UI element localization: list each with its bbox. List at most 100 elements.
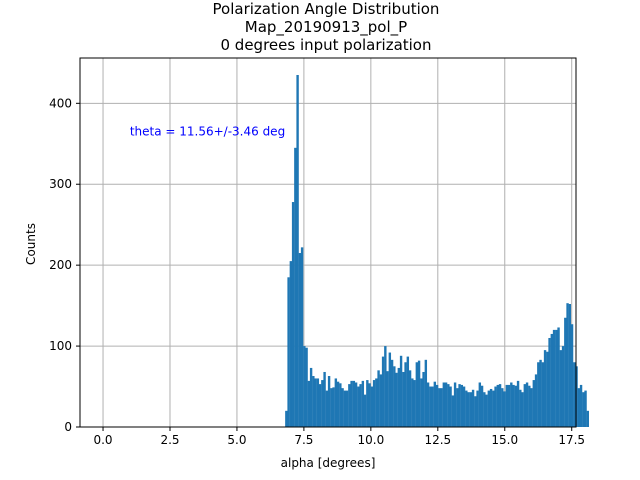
histogram-bar xyxy=(487,390,491,427)
histogram-bar xyxy=(575,366,578,427)
histogram-bar xyxy=(370,386,374,427)
histogram-bar xyxy=(345,390,349,427)
histogram-bar xyxy=(480,385,484,427)
histogram-bar xyxy=(366,380,369,427)
histogram-bar xyxy=(584,390,587,427)
histogram-bar xyxy=(546,351,549,427)
theta-annotation: theta = 11.56+/-3.46 deg xyxy=(130,125,285,139)
histogram-bar xyxy=(435,384,439,427)
histogram-bar xyxy=(564,317,567,427)
histogram-bar xyxy=(514,385,518,427)
histogram-bar xyxy=(503,391,506,427)
x-tick-label: 17.5 xyxy=(558,433,585,447)
histogram-bar xyxy=(442,382,446,427)
histogram-bar xyxy=(530,388,533,427)
histogram-bar xyxy=(447,384,450,427)
histogram-bar xyxy=(449,386,452,427)
histogram-bar xyxy=(489,388,493,427)
histogram-bar xyxy=(287,277,290,427)
y-axis-ticks: 0 100 200 300 400 xyxy=(49,96,80,434)
histogram-bar xyxy=(372,380,376,427)
histogram-bar xyxy=(386,371,389,427)
histogram-bar xyxy=(375,378,378,427)
histogram-bar xyxy=(528,385,531,427)
histogram-bar xyxy=(541,362,545,427)
histogram-bar xyxy=(352,380,356,427)
histogram-bar xyxy=(303,346,306,427)
histogram-bar xyxy=(543,350,547,427)
histogram-bar xyxy=(300,247,304,427)
x-tick-label: 15.0 xyxy=(491,433,518,447)
histogram-bar xyxy=(334,378,338,427)
histogram-bar xyxy=(469,392,473,427)
y-tick-label: 200 xyxy=(49,258,72,272)
histogram-bar xyxy=(534,374,538,427)
x-tick-label: 10.0 xyxy=(357,433,384,447)
x-axis-label: alpha [degrees] xyxy=(281,456,376,470)
histogram-bar xyxy=(379,374,383,427)
plot-frame xyxy=(79,57,577,428)
chart-title-line-1: Polarization Angle Distribution xyxy=(213,0,440,18)
histogram-bar xyxy=(582,392,585,427)
histogram-bar xyxy=(483,392,486,427)
histogram-bar xyxy=(424,359,428,427)
histogram-bar xyxy=(532,380,536,427)
x-tick-label: 5.0 xyxy=(227,433,246,447)
y-tick-label: 100 xyxy=(49,339,72,353)
histogram-bar xyxy=(476,390,479,427)
histogram-bar xyxy=(361,380,365,427)
histogram-bar xyxy=(552,329,556,427)
histogram-bar xyxy=(586,410,590,427)
histogram-bar xyxy=(330,388,333,427)
histogram-bar xyxy=(359,384,362,427)
histogram-bar xyxy=(357,386,360,427)
histogram-bar xyxy=(318,384,322,427)
histogram-bar xyxy=(336,381,340,427)
y-tick-label: 400 xyxy=(49,96,72,110)
histogram-bar xyxy=(462,386,466,427)
histogram-bar xyxy=(354,382,358,427)
histogram-bar xyxy=(537,362,540,427)
histogram-bar xyxy=(325,390,329,427)
histogram-bar xyxy=(498,384,502,427)
histogram-bar xyxy=(323,371,326,427)
histogram-bar xyxy=(321,380,324,427)
histogram-bar xyxy=(395,372,398,427)
histogram-bar xyxy=(368,383,371,427)
histogram-bar xyxy=(458,384,461,427)
histogram-bar xyxy=(525,382,529,427)
histogram-bar xyxy=(555,329,558,427)
histogram-bar xyxy=(339,383,342,427)
histogram-bar xyxy=(377,370,380,427)
y-tick-label: 0 xyxy=(64,420,72,434)
histogram-bar xyxy=(406,356,410,427)
histogram-bar xyxy=(550,333,554,427)
chart-title-line-3: 0 degrees input polarization xyxy=(220,36,431,54)
histogram-bar xyxy=(573,362,576,427)
histogram-bar xyxy=(390,359,394,427)
histogram-bar xyxy=(566,303,569,427)
histogram-bar xyxy=(291,202,295,427)
histogram-bar xyxy=(577,388,581,427)
histogram-bar xyxy=(510,382,513,427)
histogram-bar xyxy=(570,324,574,427)
histogram-bar xyxy=(465,390,468,427)
histogram-bar xyxy=(408,370,412,427)
histogram-bar xyxy=(467,392,470,427)
histogram-bar xyxy=(478,382,482,427)
histogram-bar xyxy=(413,380,416,427)
histogram-bar xyxy=(348,384,351,427)
histogram-bar xyxy=(440,388,443,427)
histogram-bar xyxy=(559,350,563,427)
histogram-bar xyxy=(327,376,331,427)
histogram-bar xyxy=(343,390,347,427)
histogram-bar xyxy=(417,360,421,427)
histogram-bar xyxy=(429,386,432,427)
histogram-bar xyxy=(426,382,430,427)
histogram-bar xyxy=(539,359,542,427)
histogram-bar xyxy=(397,367,401,427)
histogram-bar xyxy=(494,386,497,427)
histogram-bar xyxy=(444,382,448,427)
histogram-bar xyxy=(485,394,488,427)
